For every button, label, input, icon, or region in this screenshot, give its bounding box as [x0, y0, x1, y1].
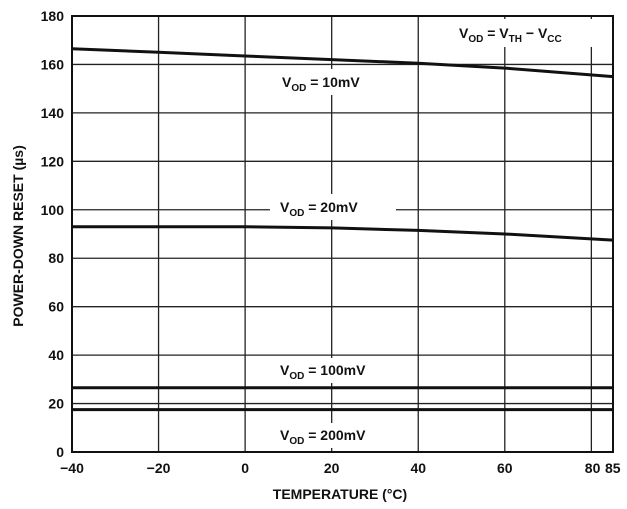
y-tick-label-0: 0 [56, 444, 64, 460]
series-label-100mv-bg [270, 358, 404, 383]
x-tick-label-5: 60 [497, 460, 513, 476]
series-label-200mv: VOD = 200mV [270, 423, 404, 448]
series-line-1 [72, 225, 614, 242]
formula-annotation: VOD = VTH − VCC [440, 19, 610, 47]
x-tick-label-6: 80 [585, 460, 601, 476]
y-tick-label-3: 60 [48, 299, 64, 315]
plot-frame [71, 15, 614, 453]
x-tick-labels: −40 −20 0 20 40 60 80 85 [60, 460, 621, 476]
formula-annotation-bg [440, 19, 610, 47]
y-axis-label: POWER-DOWN RESET (µs) [10, 145, 26, 327]
series-label-100mv-text: VOD = 100mV [280, 362, 366, 382]
series-label-200mv-text: VOD = 200mV [280, 427, 366, 447]
series-label-20mv: VOD = 20mV [270, 194, 396, 220]
x-tick-label-3: 20 [324, 460, 340, 476]
series-label-10mv: VOD = 10mV [272, 69, 394, 95]
series-line-0 [71, 47, 614, 79]
x-tick-label-0: −40 [60, 460, 84, 476]
y-tick-label-7: 140 [41, 105, 65, 121]
y-tick-labels: 0 20 40 60 80 100 120 140 160 180 [41, 8, 65, 460]
series-label-100mv: VOD = 100mV [270, 358, 404, 383]
y-tick-label-5: 100 [41, 202, 65, 218]
x-tick-label-1: −20 [147, 460, 171, 476]
series-layer [71, 47, 614, 412]
series-label-10mv-bg [272, 69, 394, 95]
series-label-10mv-text: VOD = 10mV [282, 74, 360, 94]
y-tick-label-2: 40 [48, 347, 64, 363]
y-tick-label-4: 80 [48, 250, 64, 266]
y-tick-label-8: 160 [41, 56, 65, 72]
x-tick-label-7: 85 [605, 460, 621, 476]
y-tick-label-9: 180 [41, 8, 65, 24]
series-label-20mv-bg [270, 194, 396, 220]
x-tick-label-2: 0 [241, 460, 249, 476]
y-tick-label-1: 20 [48, 396, 64, 412]
series-label-20mv-text: VOD = 20mV [280, 199, 358, 219]
x-axis-label: TEMPERATURE (°C) [273, 486, 407, 502]
y-tick-label-6: 120 [41, 153, 65, 169]
formula-label: VOD = VTH − VCC [459, 25, 562, 45]
x-tick-label-4: 40 [410, 460, 426, 476]
series-label-200mv-bg [270, 423, 404, 448]
